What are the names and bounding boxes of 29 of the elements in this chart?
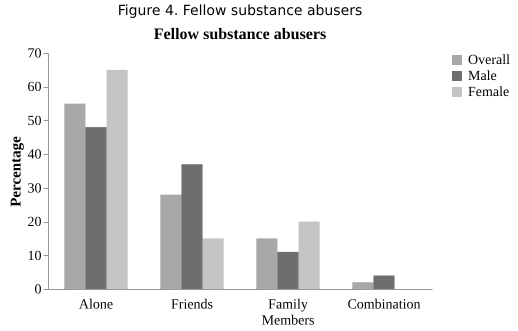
y-tick-label: 40 — [28, 148, 42, 163]
x-tick-label: Family Members — [262, 298, 314, 328]
y-tick-label: 10 — [28, 248, 42, 264]
y-tick-label: 20 — [28, 215, 42, 230]
chart-title: Figure 4. Fellow substance abusers — [118, 3, 362, 19]
bar — [181, 164, 203, 289]
legend-label: Male — [468, 69, 497, 84]
x-tick-label: Friends — [171, 298, 213, 312]
y-tick-label: 70 — [28, 46, 42, 62]
x-tick-label: Combination — [347, 298, 421, 312]
legend-label: Female — [468, 85, 510, 100]
bar — [202, 238, 224, 289]
bar — [256, 238, 278, 289]
bar — [373, 276, 395, 289]
bar — [106, 70, 128, 289]
x-tick-label: Alone — [78, 298, 114, 312]
y-axis-title: Percentage — [8, 136, 24, 207]
chart-subtitle: Fellow substance abusers — [154, 26, 326, 43]
y-tick-label: 60 — [28, 80, 42, 96]
y-tick-label: 0 — [34, 282, 42, 298]
y-tick-label: 30 — [28, 181, 42, 196]
bar — [64, 104, 86, 289]
bar — [352, 282, 374, 289]
legend-label: Overall — [468, 53, 510, 68]
bar — [160, 194, 182, 289]
bar — [85, 127, 107, 289]
y-tick-label: 50 — [28, 114, 42, 129]
bar — [277, 252, 299, 289]
bar — [298, 222, 320, 289]
